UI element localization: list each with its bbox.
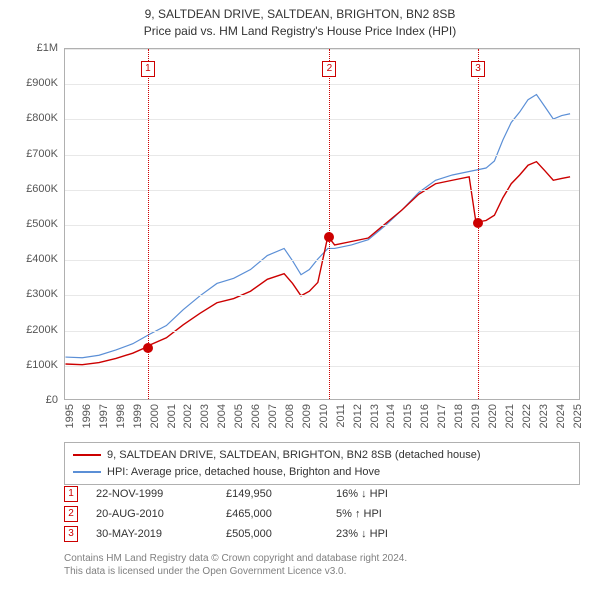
gridline <box>65 260 579 261</box>
x-tick-label: 2012 <box>352 404 364 428</box>
legend-row-property: 9, SALTDEAN DRIVE, SALTDEAN, BRIGHTON, B… <box>73 447 571 464</box>
sales-price: £505,000 <box>226 528 336 540</box>
gridline <box>65 119 579 120</box>
sale-point <box>143 343 153 353</box>
gridline <box>65 225 579 226</box>
legend-label-property: 9, SALTDEAN DRIVE, SALTDEAN, BRIGHTON, B… <box>107 447 481 464</box>
footer-copyright: Contains HM Land Registry data © Crown c… <box>64 552 580 565</box>
x-tick-label: 1996 <box>81 404 93 428</box>
y-tick-label: £800K <box>26 112 58 124</box>
x-tick-label: 2010 <box>318 404 330 428</box>
sales-table: 1 22-NOV-1999£149,95016% ↓ HPI 2 20-AUG-201… <box>64 484 580 544</box>
series-property <box>65 162 570 365</box>
sales-marker: 3 <box>64 526 78 542</box>
x-tick-label: 2014 <box>385 404 397 428</box>
x-tick-label: 2024 <box>555 404 567 428</box>
footer: Contains HM Land Registry data © Crown c… <box>64 552 580 578</box>
series-hpi <box>65 95 570 358</box>
title-subtitle: Price paid vs. HM Land Registry's House … <box>10 23 590 40</box>
x-tick-label: 2015 <box>402 404 414 428</box>
legend: 9, SALTDEAN DRIVE, SALTDEAN, BRIGHTON, B… <box>64 442 580 485</box>
ref-marker: 1 <box>141 61 155 77</box>
sales-diff: 5% ↑ HPI <box>336 508 456 520</box>
x-tick-label: 2020 <box>487 404 499 428</box>
chart-container: 9, SALTDEAN DRIVE, SALTDEAN, BRIGHTON, B… <box>0 0 600 590</box>
sales-diff: 16% ↓ HPI <box>336 488 456 500</box>
x-tick-label: 1995 <box>64 404 76 428</box>
x-tick-label: 2017 <box>436 404 448 428</box>
x-tick-label: 2009 <box>301 404 313 428</box>
gridline <box>65 295 579 296</box>
sales-date: 20-AUG-2010 <box>96 508 226 520</box>
footer-licence: This data is licensed under the Open Gov… <box>64 565 580 578</box>
sales-price: £465,000 <box>226 508 336 520</box>
gridline <box>65 331 579 332</box>
x-tick-label: 2023 <box>538 404 550 428</box>
x-tick-label: 2021 <box>504 404 516 428</box>
legend-label-hpi: HPI: Average price, detached house, Brig… <box>107 464 380 481</box>
sales-marker: 2 <box>64 506 78 522</box>
x-tick-label: 1997 <box>98 404 110 428</box>
sales-diff: 23% ↓ HPI <box>336 528 456 540</box>
ref-line <box>329 49 330 399</box>
x-tick-label: 2025 <box>572 404 584 428</box>
y-tick-label: £500K <box>26 218 58 230</box>
x-tick-label: 2003 <box>199 404 211 428</box>
legend-row-hpi: HPI: Average price, detached house, Brig… <box>73 464 571 481</box>
ref-marker: 3 <box>471 61 485 77</box>
y-tick-label: £600K <box>26 183 58 195</box>
title-block: 9, SALTDEAN DRIVE, SALTDEAN, BRIGHTON, B… <box>0 0 600 42</box>
y-tick-label: £900K <box>26 77 58 89</box>
x-tick-label: 2000 <box>149 404 161 428</box>
legend-swatch-property <box>73 454 101 456</box>
x-tick-label: 2006 <box>250 404 262 428</box>
x-tick-label: 2016 <box>419 404 431 428</box>
x-tick-label: 2013 <box>369 404 381 428</box>
gridline <box>65 155 579 156</box>
x-tick-label: 2011 <box>335 404 347 428</box>
x-tick-label: 2002 <box>182 404 194 428</box>
sale-point <box>473 218 483 228</box>
x-tick-label: 2001 <box>166 404 178 428</box>
sales-row: 3 30-MAY-2019£505,00023% ↓ HPI <box>64 524 580 544</box>
x-tick-label: 1999 <box>132 404 144 428</box>
y-tick-label: £400K <box>26 253 58 265</box>
x-tick-label: 1998 <box>115 404 127 428</box>
x-tick-label: 2008 <box>284 404 296 428</box>
x-tick-label: 2018 <box>453 404 465 428</box>
title-address: 9, SALTDEAN DRIVE, SALTDEAN, BRIGHTON, B… <box>10 6 590 23</box>
gridline <box>65 190 579 191</box>
y-tick-label: £700K <box>26 148 58 160</box>
x-tick-label: 2005 <box>233 404 245 428</box>
legend-swatch-hpi <box>73 471 101 473</box>
sales-row: 2 20-AUG-2010£465,0005% ↑ HPI <box>64 504 580 524</box>
gridline <box>65 366 579 367</box>
sales-date: 22-NOV-1999 <box>96 488 226 500</box>
y-tick-label: £200K <box>26 324 58 336</box>
x-tick-label: 2007 <box>267 404 279 428</box>
y-tick-label: £1M <box>37 42 58 54</box>
x-axis: 1995 1996 1997 1998 1999 2000 2001 2002 2003 2004… <box>64 400 580 440</box>
y-tick-label: £0 <box>46 394 58 406</box>
sales-marker: 1 <box>64 486 78 502</box>
sales-date: 30-MAY-2019 <box>96 528 226 540</box>
plot-area: 1 2 3 <box>64 48 580 400</box>
sales-price: £149,950 <box>226 488 336 500</box>
ref-marker: 2 <box>322 61 336 77</box>
sales-row: 1 22-NOV-1999£149,95016% ↓ HPI <box>64 484 580 504</box>
x-tick-label: 2019 <box>470 404 482 428</box>
sale-point <box>324 232 334 242</box>
gridline <box>65 49 579 50</box>
gridline <box>65 84 579 85</box>
y-tick-label: £100K <box>26 359 58 371</box>
x-tick-label: 2004 <box>216 404 228 428</box>
y-tick-label: £300K <box>26 288 58 300</box>
y-axis: £0£100K£200K£300K£400K£500K£600K£700K£80… <box>0 48 62 400</box>
x-tick-label: 2022 <box>521 404 533 428</box>
